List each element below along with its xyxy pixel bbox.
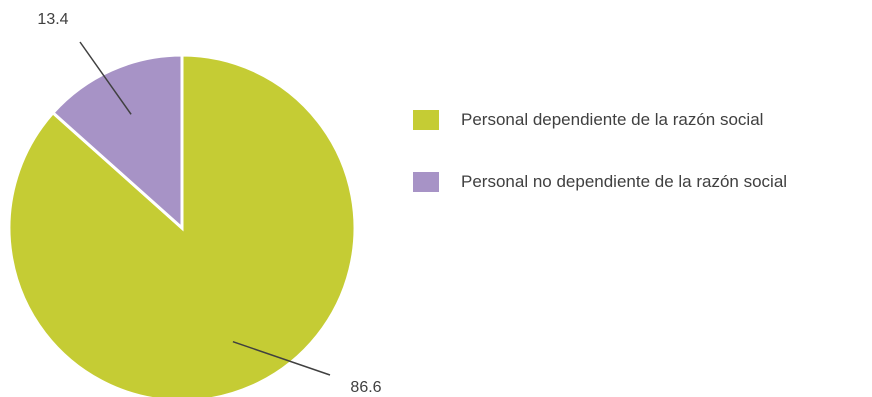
- data-label-dependiente: 86.6: [350, 379, 381, 396]
- legend-label-dependiente: Personal dependiente de la razón social: [461, 110, 763, 130]
- legend-item-no-dependiente: Personal no dependiente de la razón soci…: [413, 170, 787, 194]
- legend-label-no-dependiente: Personal no dependiente de la razón soci…: [461, 172, 787, 192]
- legend-swatch-dependiente: [413, 110, 439, 130]
- data-label-no-dependiente: 13.4: [37, 11, 68, 28]
- legend-swatch-no-dependiente: [413, 172, 439, 192]
- legend-item-dependiente: Personal dependiente de la razón social: [413, 108, 787, 132]
- chart-legend: Personal dependiente de la razón social …: [413, 108, 787, 232]
